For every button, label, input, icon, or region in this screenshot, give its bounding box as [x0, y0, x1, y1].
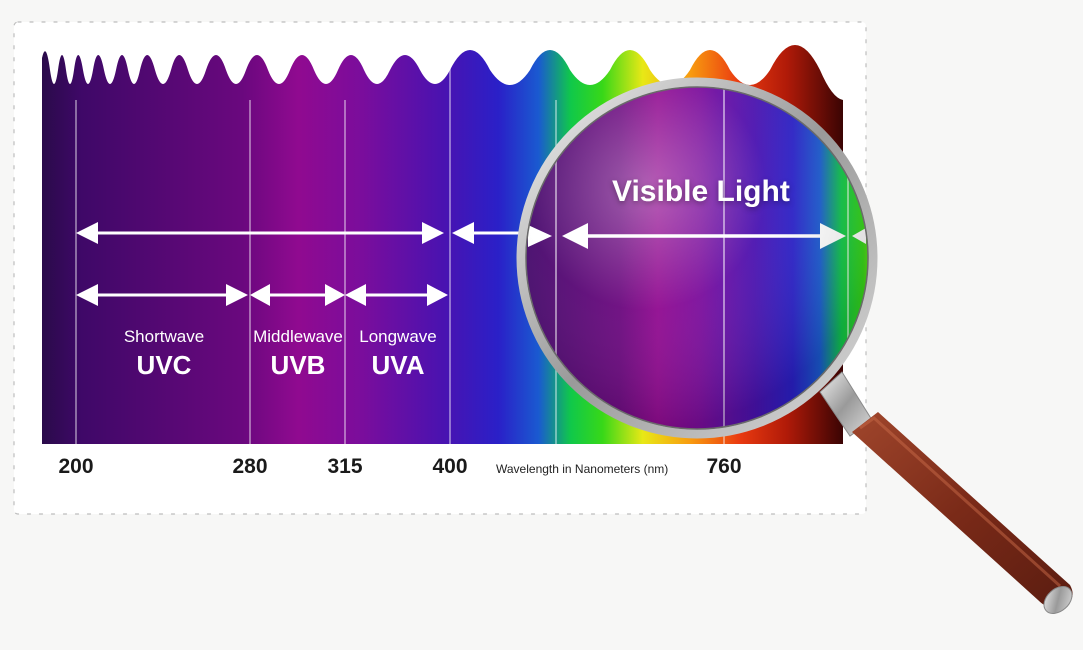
tick-label: 760 — [706, 455, 742, 478]
tick-label: 400 — [432, 455, 468, 478]
uva-sub-label: Longwave — [359, 327, 437, 346]
uva-label: UVA — [371, 350, 425, 380]
tick-label: 315 — [327, 455, 363, 478]
uvc-sub-label: Shortwave — [123, 327, 205, 346]
axis-title: Wavelength in Nanometers (nm) — [496, 462, 669, 476]
tick-label: 200 — [58, 455, 94, 478]
magnifying-glass-icon — [516, 77, 1073, 614]
magnified-region — [525, 86, 869, 430]
uvc-label: UVC — [136, 350, 192, 380]
tick-label: 280 — [232, 455, 268, 478]
uvb-sub-label: Middlewave — [253, 327, 343, 346]
visible-light-title: Visible Light — [612, 175, 790, 208]
uvb-label: UVB — [270, 350, 326, 380]
